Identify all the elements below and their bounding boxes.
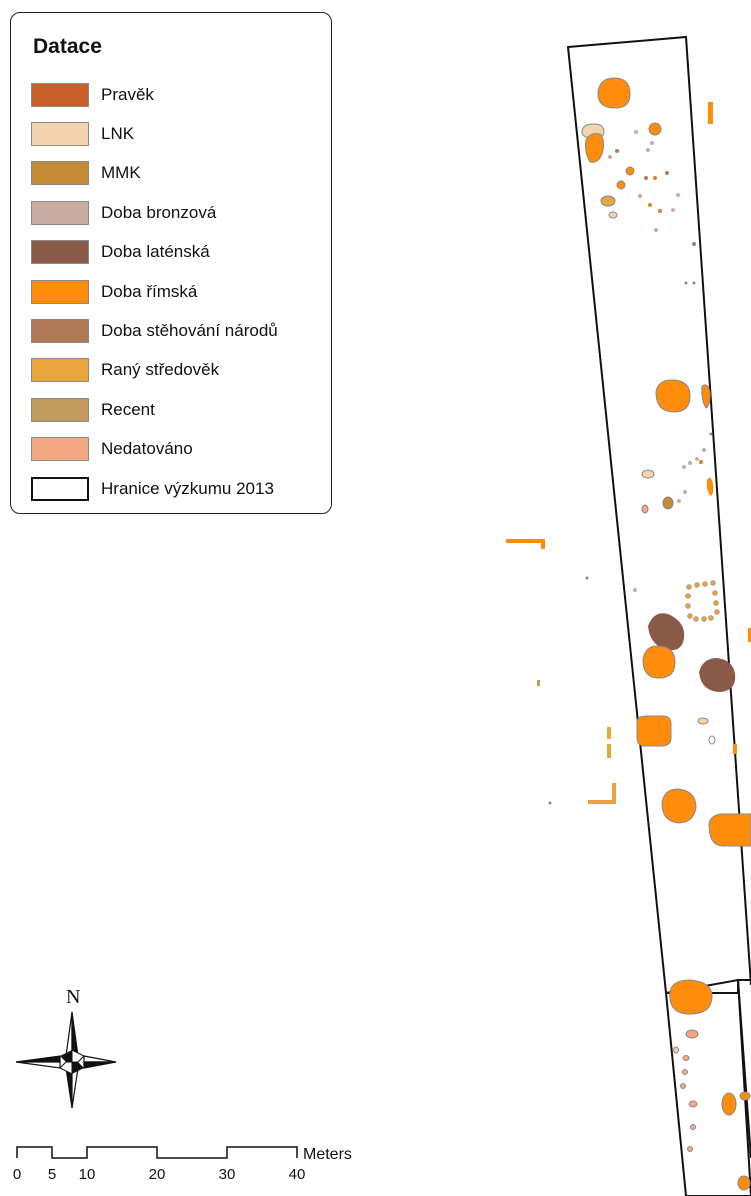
legend-items: Pravěk LNK MMK Doba bronzová Doba laténs… (31, 75, 278, 508)
feature-roman (708, 813, 751, 847)
legend-swatch (31, 397, 89, 422)
legend-swatch (31, 437, 89, 462)
feature-roman (708, 102, 713, 124)
legend-item-laten: Doba laténská (31, 233, 278, 272)
legend-swatch (31, 319, 89, 344)
feature-roman (737, 1175, 751, 1191)
feature-roman (648, 122, 662, 136)
feature-raneho (600, 195, 616, 207)
legend-swatch (31, 122, 89, 147)
feature-raneho-trench (588, 783, 616, 804)
legend-title: Datace (33, 35, 102, 58)
scale-tick-label: 10 (78, 1166, 96, 1183)
feature-roman (655, 379, 691, 413)
feature-lnk (673, 1046, 679, 1054)
feature-latenska (648, 613, 685, 651)
feature-latenska (699, 658, 736, 692)
legend-label: Raný středověk (101, 360, 220, 380)
feature-roman (636, 715, 672, 747)
feature-lnk (697, 717, 709, 725)
feature-mmk (662, 496, 674, 510)
legend-item-migration: Doba stěhování národů (31, 311, 278, 350)
feature-raneho (607, 744, 611, 758)
survey-boundary-edge (737, 979, 751, 1159)
legend-label: Doba bronzová (101, 202, 217, 222)
legend-swatch (31, 82, 89, 107)
legend-label: Recent (101, 399, 155, 419)
legend-label: Nedatováno (101, 439, 193, 459)
feature-lnk (608, 211, 618, 219)
legend: Datace Pravěk LNK MMK Doba bronzová Doba… (10, 12, 332, 514)
feature-roman (642, 645, 676, 679)
legend-label: MMK (101, 163, 141, 183)
legend-item-boundary: Hranice výzkumu 2013 (31, 469, 278, 508)
scale-tick-label: 30 (218, 1166, 236, 1183)
feature-roman (701, 384, 711, 409)
feature-roman (739, 1091, 751, 1101)
north-label: N (66, 986, 81, 1008)
feature-roman-trench (506, 539, 545, 549)
legend-label: Doba laténská (101, 242, 210, 262)
legend-swatch (31, 279, 89, 304)
feature-roman (585, 133, 605, 163)
scale-tick-label: 20 (148, 1166, 166, 1183)
feature-roman (733, 744, 737, 754)
legend-swatch (31, 240, 89, 265)
legend-swatch (31, 161, 89, 186)
legend-item-pravek: Pravěk (31, 75, 278, 114)
legend-label: Hranice výzkumu 2013 (101, 478, 274, 498)
legend-label: LNK (101, 124, 135, 144)
feature-roman (669, 979, 713, 1015)
survey-boundary-south (664, 978, 751, 1196)
feature-roman (748, 628, 751, 642)
feature-posthole-square (685, 580, 720, 622)
survey-boundary-main (566, 35, 751, 994)
feature-roman (706, 477, 714, 496)
legend-swatch (31, 200, 89, 225)
legend-item-lnk: LNK (31, 114, 278, 153)
feature-roman (625, 166, 635, 176)
legend-item-recent: Recent (31, 390, 278, 429)
feature-roman (721, 1092, 737, 1116)
feature-nedat (641, 504, 649, 514)
scale-bar (16, 1146, 298, 1159)
legend-swatch (31, 358, 89, 383)
feature-roman (661, 788, 697, 824)
legend-label: Doba stěhování národů (101, 321, 278, 341)
scale-unit: Meters (303, 1146, 352, 1163)
scale-tick-label: 5 (47, 1166, 57, 1183)
legend-label: Doba římská (101, 281, 198, 301)
archaeological-features (506, 77, 751, 1191)
scale-tick-label: 0 (12, 1166, 22, 1183)
north-arrow-icon (15, 1011, 117, 1109)
legend-item-early-medieval: Raný středověk (31, 351, 278, 390)
feature-lnk (641, 469, 655, 479)
feature-recent (537, 680, 540, 686)
feature-roman (616, 180, 626, 190)
legend-item-undated: Nedatováno (31, 430, 278, 469)
feature-nedat (685, 1029, 699, 1039)
legend-item-mmk: MMK (31, 154, 278, 193)
feature-roman (597, 77, 631, 109)
feature-raneho (607, 727, 611, 739)
scale-tick-label: 40 (288, 1166, 306, 1183)
legend-item-roman: Doba římská (31, 272, 278, 311)
legend-swatch (31, 476, 89, 501)
legend-item-bronze: Doba bronzová (31, 193, 278, 232)
legend-label: Pravěk (101, 84, 154, 104)
